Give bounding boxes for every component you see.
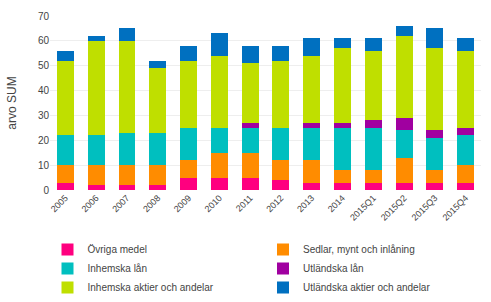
svg-text:10: 10 <box>38 160 50 171</box>
svg-text:2008: 2008 <box>141 193 162 214</box>
svg-text:2015Q2: 2015Q2 <box>379 193 409 223</box>
svg-text:30: 30 <box>38 110 50 121</box>
svg-text:2014: 2014 <box>326 193 347 214</box>
svg-text:2007: 2007 <box>110 193 131 214</box>
svg-text:2010: 2010 <box>203 193 224 214</box>
svg-text:arvo SUM: arvo SUM <box>5 76 19 129</box>
svg-text:Inhemska lån: Inhemska lån <box>88 263 147 274</box>
svg-text:2005: 2005 <box>49 193 70 214</box>
svg-text:2006: 2006 <box>80 193 101 214</box>
svg-text:2015Q3: 2015Q3 <box>410 193 440 223</box>
svg-text:2012: 2012 <box>264 193 285 214</box>
svg-text:Sedlar, mynt och inlåning: Sedlar, mynt och inlåning <box>303 244 415 255</box>
svg-text:2009: 2009 <box>172 193 193 214</box>
svg-text:Inhemska aktier och andelar: Inhemska aktier och andelar <box>88 282 214 293</box>
svg-text:Utländska lån: Utländska lån <box>303 263 364 274</box>
svg-text:2015Q4: 2015Q4 <box>440 193 470 223</box>
svg-text:20: 20 <box>38 135 50 146</box>
svg-text:2013: 2013 <box>295 193 316 214</box>
svg-text:Utländska aktier och andelar: Utländska aktier och andelar <box>303 282 430 293</box>
svg-text:40: 40 <box>38 85 50 96</box>
svg-text:0: 0 <box>43 185 49 196</box>
svg-text:70: 70 <box>38 11 50 22</box>
svg-text:2015Q1: 2015Q1 <box>348 193 378 223</box>
svg-text:50: 50 <box>38 60 50 71</box>
svg-text:2011: 2011 <box>234 193 255 214</box>
svg-text:Övriga medel: Övriga medel <box>88 244 147 255</box>
svg-text:60: 60 <box>38 35 50 46</box>
